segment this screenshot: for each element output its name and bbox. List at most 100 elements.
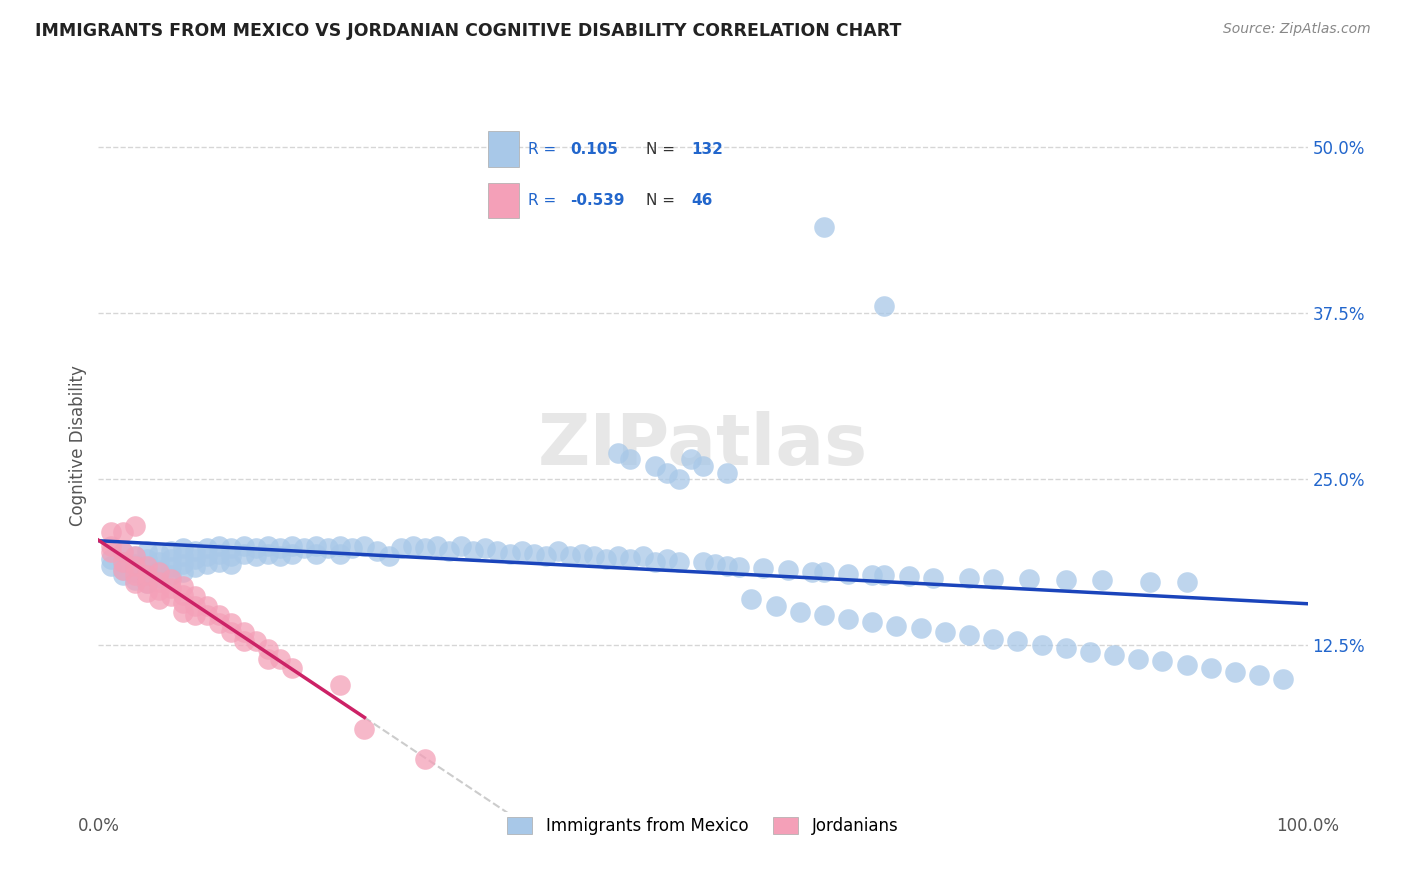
Y-axis label: Cognitive Disability: Cognitive Disability <box>69 366 87 526</box>
Point <box>860 568 883 582</box>
Point <box>221 625 243 640</box>
Point <box>1031 639 1053 653</box>
Point <box>221 549 243 564</box>
Point <box>148 563 170 577</box>
Point <box>1175 574 1198 589</box>
Point <box>305 539 328 553</box>
Point <box>256 539 278 553</box>
Point <box>124 568 146 582</box>
Point <box>813 566 835 580</box>
Point <box>232 547 254 561</box>
Point <box>426 539 449 553</box>
Point <box>269 549 291 564</box>
Point <box>208 555 231 569</box>
Point <box>463 544 485 558</box>
Point <box>413 751 436 765</box>
Point <box>571 547 593 561</box>
Point <box>148 566 170 580</box>
Point <box>644 555 666 569</box>
Point <box>1139 574 1161 589</box>
Point <box>195 599 218 613</box>
Point <box>148 582 170 597</box>
Point <box>644 458 666 473</box>
Point <box>195 549 218 564</box>
Point <box>111 563 134 577</box>
Point <box>813 607 835 622</box>
Point <box>1249 667 1271 681</box>
Point <box>135 585 157 599</box>
Point <box>135 558 157 573</box>
Point <box>1091 574 1114 588</box>
Point <box>1175 658 1198 673</box>
Point <box>534 549 557 564</box>
Point <box>111 525 134 540</box>
Point <box>124 518 146 533</box>
Point <box>934 625 956 640</box>
Point <box>789 605 811 619</box>
Point <box>704 558 727 572</box>
Point <box>172 588 194 602</box>
Point <box>668 555 690 569</box>
Point <box>160 568 183 582</box>
Point <box>377 549 399 564</box>
Point <box>498 547 520 561</box>
Point <box>100 552 122 566</box>
Point <box>342 541 364 556</box>
Point <box>329 678 352 692</box>
Point <box>329 539 352 553</box>
Point <box>873 568 896 582</box>
Point <box>160 589 183 603</box>
Point <box>679 452 702 467</box>
Point <box>655 552 678 566</box>
Point <box>897 569 920 583</box>
Point <box>619 452 641 467</box>
Point <box>523 547 546 561</box>
Point <box>692 555 714 569</box>
Point <box>957 571 980 585</box>
Point <box>1272 672 1295 686</box>
Point <box>269 652 291 666</box>
Point <box>1078 645 1101 659</box>
Point <box>1128 652 1150 666</box>
Point <box>208 539 231 553</box>
Point <box>1054 574 1077 588</box>
Point <box>184 552 207 566</box>
Point <box>184 589 207 603</box>
Point <box>172 566 194 580</box>
Point <box>716 558 738 573</box>
Point <box>124 549 146 564</box>
Point <box>957 628 980 642</box>
Point <box>1102 648 1125 662</box>
Point <box>1223 665 1246 679</box>
Point <box>486 544 509 558</box>
Point <box>1054 641 1077 656</box>
Point <box>148 591 170 606</box>
Point <box>316 541 339 556</box>
Point <box>873 299 896 313</box>
Point <box>135 544 157 558</box>
Point <box>450 539 472 553</box>
Point <box>269 541 291 556</box>
Point <box>281 547 304 561</box>
Point <box>910 621 932 635</box>
Point <box>172 558 194 572</box>
Point <box>981 632 1004 646</box>
Point <box>160 572 183 586</box>
Point <box>111 563 134 577</box>
Point <box>366 544 388 558</box>
Point <box>728 560 751 574</box>
Point <box>124 558 146 572</box>
Point <box>595 552 617 566</box>
Point <box>389 541 412 556</box>
Point <box>221 615 243 630</box>
Point <box>208 615 231 630</box>
Point <box>172 605 194 619</box>
Point <box>583 549 606 564</box>
Text: IMMIGRANTS FROM MEXICO VS JORDANIAN COGNITIVE DISABILITY CORRELATION CHART: IMMIGRANTS FROM MEXICO VS JORDANIAN COGN… <box>35 22 901 40</box>
Point <box>245 549 267 564</box>
Text: Source: ZipAtlas.com: Source: ZipAtlas.com <box>1223 22 1371 37</box>
Point <box>184 607 207 622</box>
Point <box>256 652 278 666</box>
Point <box>111 545 134 559</box>
Point <box>655 466 678 480</box>
